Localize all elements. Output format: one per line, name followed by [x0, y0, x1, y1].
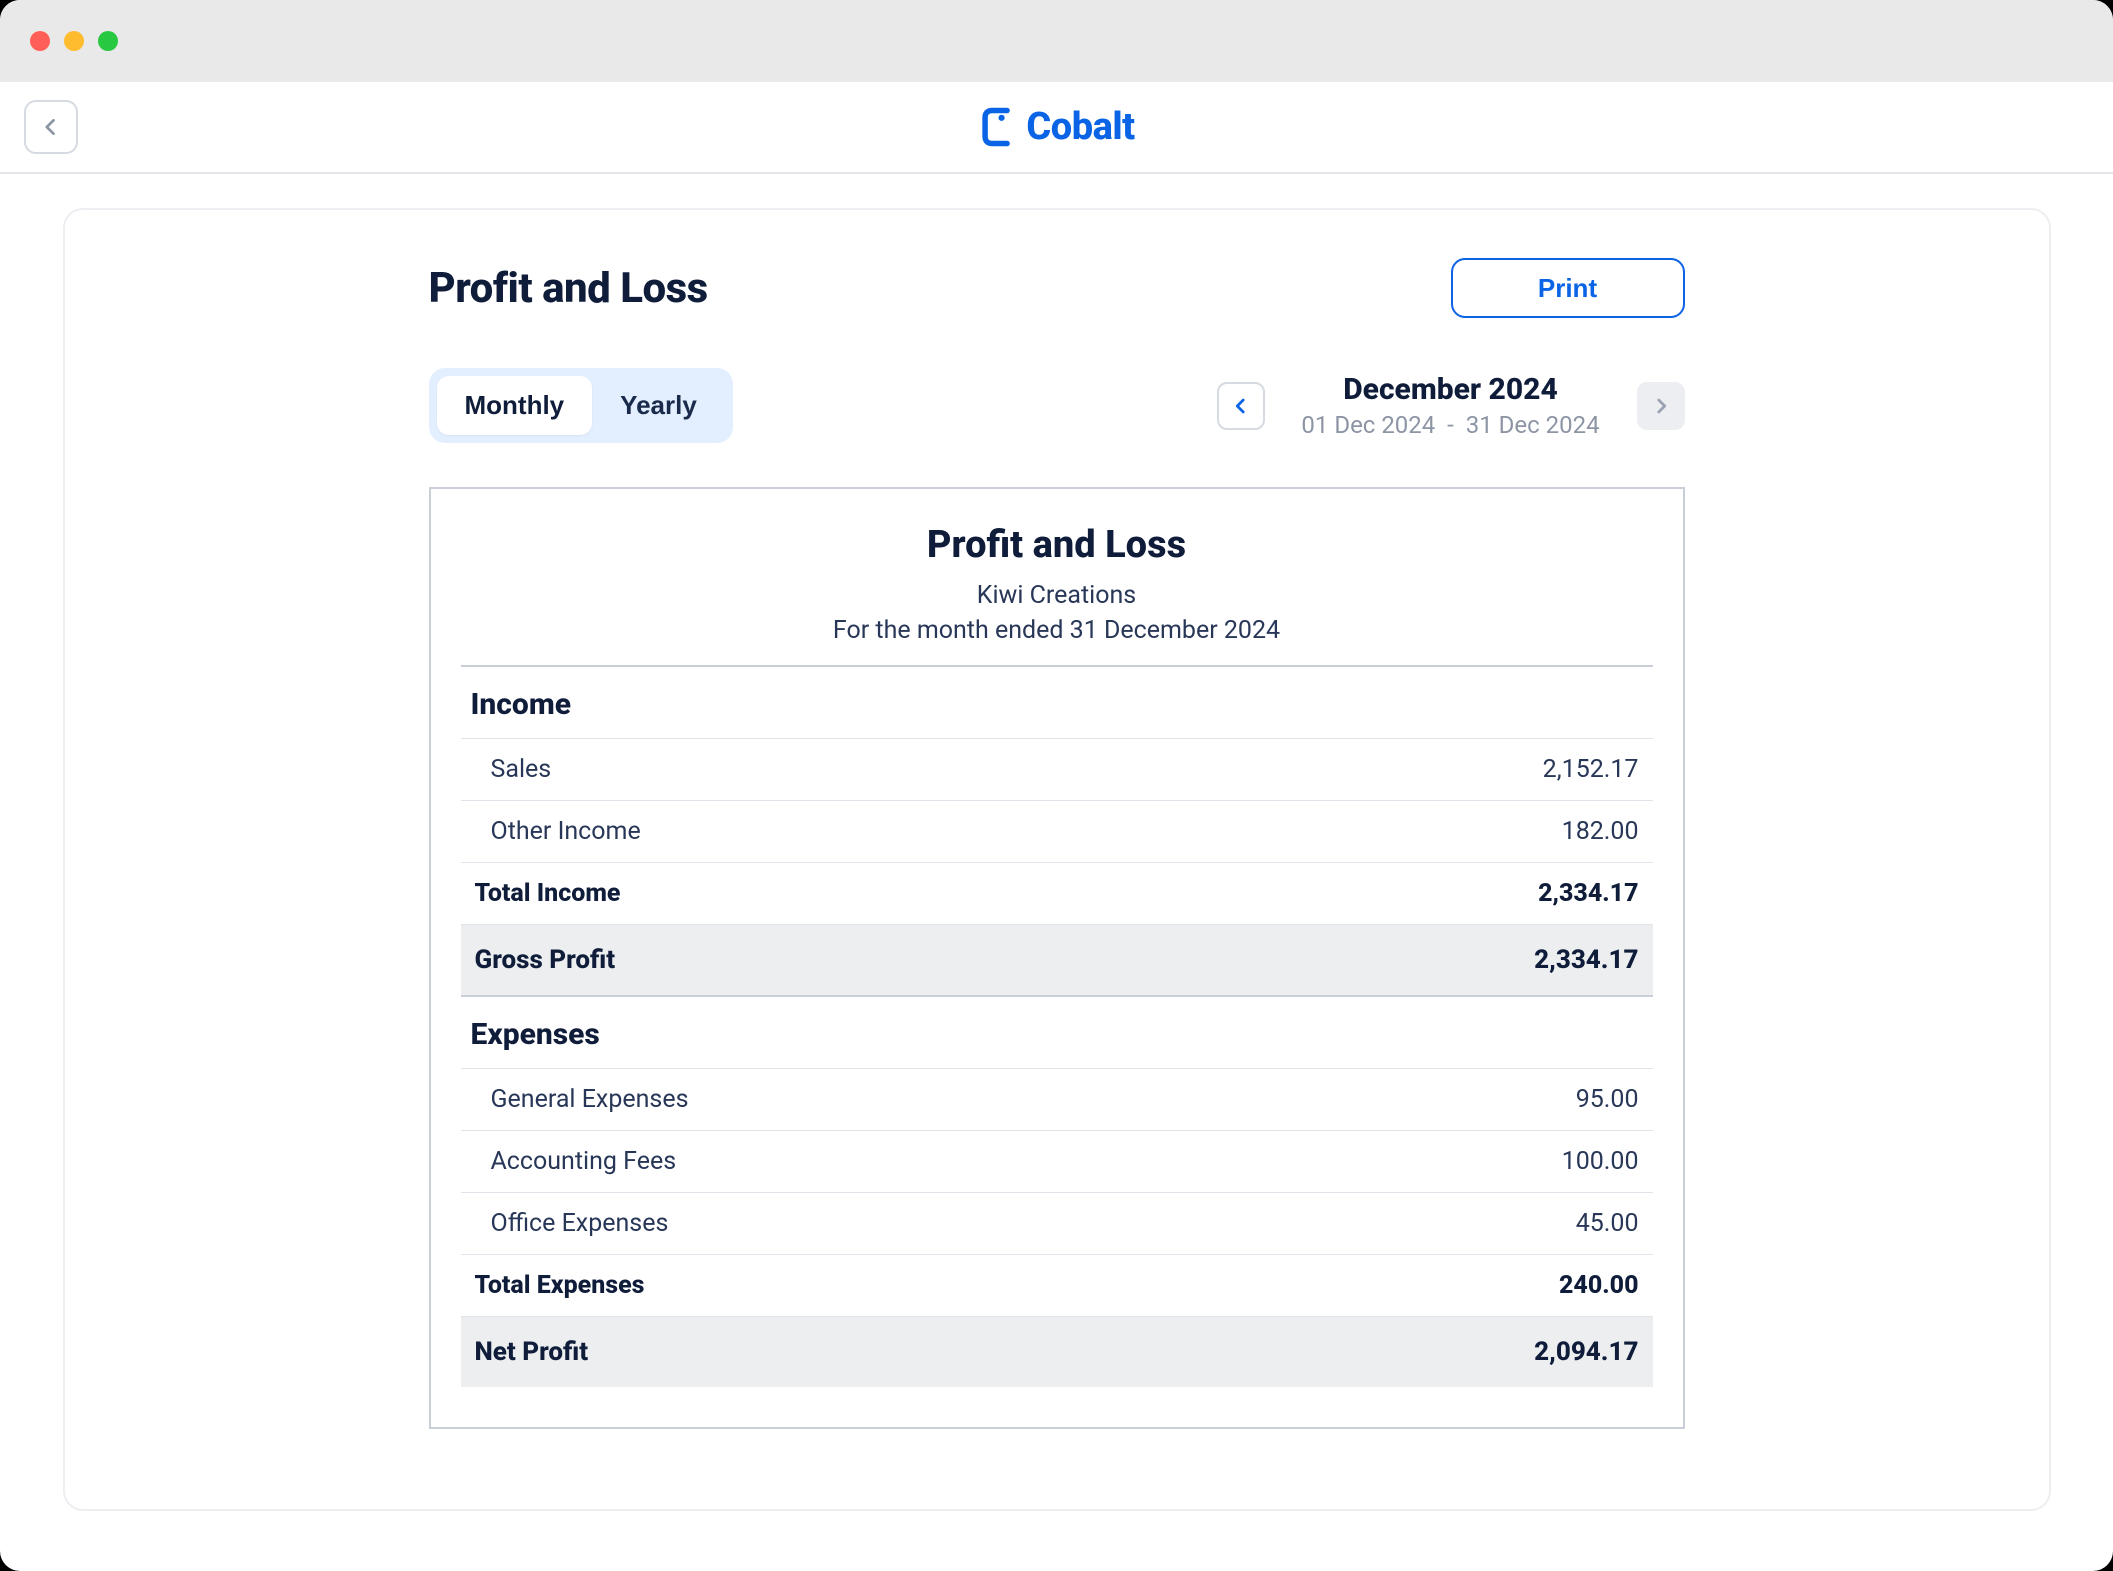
period-start: 01 Dec 2024 [1301, 411, 1435, 439]
content-card: Profit and Loss Print Monthly Yearly [63, 208, 2051, 1511]
period-sep: - [1447, 411, 1454, 439]
report-company: Kiwi Creations [461, 581, 1653, 610]
band-amount: 2,334.17 [1534, 945, 1638, 975]
line-amount: 240.00 [1559, 1271, 1639, 1300]
print-button[interactable]: Print [1451, 258, 1685, 318]
brand-name: Cobalt [1026, 105, 1134, 149]
total-expenses: Total Expenses 240.00 [461, 1254, 1653, 1316]
band-amount: 2,094.17 [1534, 1337, 1638, 1367]
brand-logo-icon [978, 105, 1016, 149]
period-next-button [1637, 382, 1685, 430]
controls-row: Monthly Yearly December 2024 01 De [429, 368, 1685, 443]
back-button[interactable] [24, 100, 78, 154]
line-amount: 182.00 [1562, 817, 1639, 846]
net-profit-band: Net Profit 2,094.17 [461, 1316, 1653, 1387]
period-nav: December 2024 01 Dec 2024 - 31 Dec 2024 [1217, 372, 1685, 439]
line-label: Sales [491, 755, 552, 784]
line-amount: 95.00 [1576, 1085, 1639, 1114]
line-label: Accounting Fees [491, 1147, 677, 1176]
page: Profit and Loss Print Monthly Yearly [0, 174, 2113, 1571]
section-heading-income: Income [461, 665, 1653, 738]
line-amount: 2,334.17 [1538, 879, 1638, 908]
line-item: Sales 2,152.17 [461, 738, 1653, 800]
line-label: General Expenses [491, 1085, 689, 1114]
traffic-minimize-icon[interactable] [64, 31, 84, 51]
line-label: Total Income [475, 879, 621, 908]
line-amount: 2,152.17 [1543, 755, 1639, 784]
mac-window: Cobalt Profit and Loss Print Monthly Yea… [0, 0, 2113, 1571]
line-label: Other Income [491, 817, 641, 846]
band-label: Net Profit [475, 1337, 589, 1367]
chevron-right-icon [1652, 393, 1670, 419]
gross-profit-band: Gross Profit 2,334.17 [461, 924, 1653, 995]
report-header: Profit and Loss Kiwi Creations For the m… [461, 523, 1653, 645]
chevron-left-icon [1232, 393, 1250, 419]
line-amount: 100.00 [1562, 1147, 1639, 1176]
period-title: December 2024 [1301, 372, 1601, 407]
segment-yearly[interactable]: Yearly [592, 376, 725, 435]
period-segment: Monthly Yearly [429, 368, 733, 443]
line-item: Accounting Fees 100.00 [461, 1130, 1653, 1192]
line-item: General Expenses 95.00 [461, 1068, 1653, 1130]
report-panel: Profit and Loss Kiwi Creations For the m… [429, 487, 1685, 1429]
period-display: December 2024 01 Dec 2024 - 31 Dec 2024 [1301, 372, 1601, 439]
mac-titlebar [0, 0, 2113, 82]
period-prev-button[interactable] [1217, 382, 1265, 430]
line-amount: 45.00 [1576, 1209, 1639, 1238]
page-title: Profit and Loss [429, 264, 708, 313]
period-range: 01 Dec 2024 - 31 Dec 2024 [1301, 411, 1601, 439]
app-header: Cobalt [0, 82, 2113, 174]
line-label: Office Expenses [491, 1209, 669, 1238]
traffic-close-icon[interactable] [30, 31, 50, 51]
period-end: 31 Dec 2024 [1466, 411, 1600, 439]
segment-monthly[interactable]: Monthly [437, 376, 593, 435]
title-row: Profit and Loss Print [429, 258, 1685, 318]
chevron-left-icon [41, 113, 61, 141]
report-title: Profit and Loss [461, 523, 1653, 567]
brand: Cobalt [978, 105, 1134, 149]
traffic-zoom-icon[interactable] [98, 31, 118, 51]
total-income: Total Income 2,334.17 [461, 862, 1653, 924]
line-item: Other Income 182.00 [461, 800, 1653, 862]
band-label: Gross Profit [475, 945, 616, 975]
line-item: Office Expenses 45.00 [461, 1192, 1653, 1254]
line-label: Total Expenses [475, 1271, 645, 1300]
section-heading-expenses: Expenses [461, 995, 1653, 1068]
report-subtitle: For the month ended 31 December 2024 [461, 616, 1653, 645]
